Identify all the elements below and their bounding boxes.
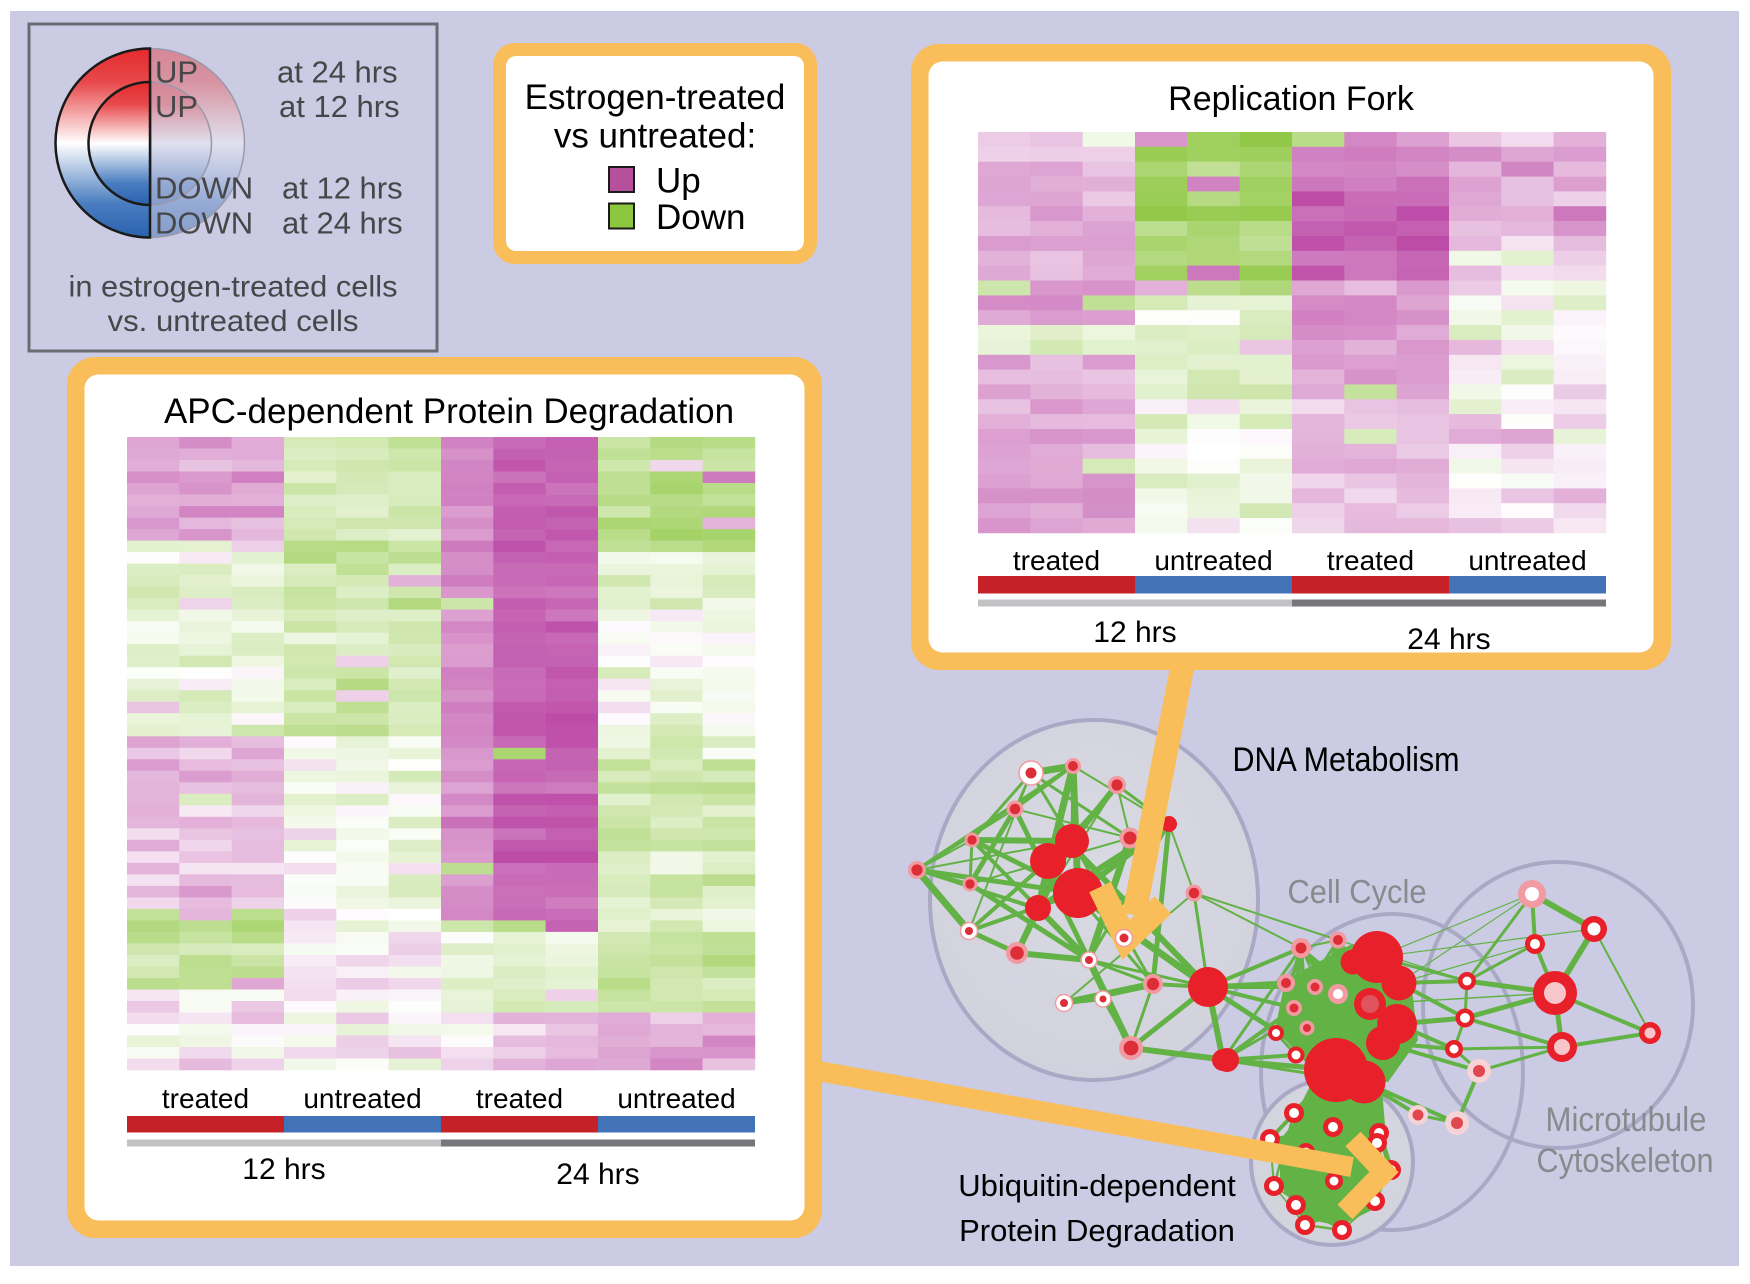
svg-text:Protein Degradation: Protein Degradation — [959, 1213, 1235, 1248]
svg-text:UP: UP — [155, 89, 198, 124]
svg-text:untreated: untreated — [303, 1083, 421, 1114]
svg-text:in estrogen-treated cells: in estrogen-treated cells — [69, 271, 398, 304]
svg-text:vs untreated:: vs untreated: — [554, 117, 756, 156]
svg-text:Estrogen-treated: Estrogen-treated — [525, 78, 786, 117]
svg-text:24 hrs: 24 hrs — [556, 1158, 639, 1191]
svg-text:Cytoskeleton: Cytoskeleton — [1537, 1142, 1714, 1180]
svg-text:Down: Down — [656, 198, 745, 237]
svg-text:DOWN: DOWN — [155, 171, 253, 206]
svg-text:at 24 hrs: at 24 hrs — [277, 55, 398, 90]
svg-text:vs. untreated cells: vs. untreated cells — [108, 305, 359, 338]
svg-text:untreated: untreated — [617, 1083, 735, 1114]
svg-text:at 12 hrs: at 12 hrs — [279, 89, 400, 124]
svg-text:12 hrs: 12 hrs — [1093, 616, 1176, 649]
svg-text:treated: treated — [476, 1083, 563, 1114]
svg-text:12 hrs: 12 hrs — [242, 1153, 325, 1186]
svg-text:treated: treated — [1327, 545, 1414, 576]
svg-text:UP: UP — [155, 55, 198, 90]
svg-text:untreated: untreated — [1154, 545, 1272, 576]
svg-text:at 24 hrs: at 24 hrs — [282, 206, 403, 241]
svg-text:Up: Up — [656, 162, 701, 201]
svg-text:treated: treated — [1013, 545, 1100, 576]
svg-text:treated: treated — [162, 1083, 249, 1114]
svg-text:Ubiquitin-dependent: Ubiquitin-dependent — [958, 1168, 1236, 1203]
svg-text:Replication Fork: Replication Fork — [1168, 80, 1415, 118]
svg-text:Cell Cycle: Cell Cycle — [1288, 873, 1427, 910]
svg-text:at 12 hrs: at 12 hrs — [282, 171, 403, 206]
svg-text:24 hrs: 24 hrs — [1407, 623, 1490, 656]
svg-text:DOWN: DOWN — [155, 206, 253, 241]
svg-text:APC-dependent Protein Degradat: APC-dependent Protein Degradation — [164, 392, 734, 431]
svg-text:untreated: untreated — [1468, 545, 1586, 576]
svg-text:DNA Metabolism: DNA Metabolism — [1233, 741, 1460, 779]
svg-text:Microtubule: Microtubule — [1546, 1101, 1707, 1139]
